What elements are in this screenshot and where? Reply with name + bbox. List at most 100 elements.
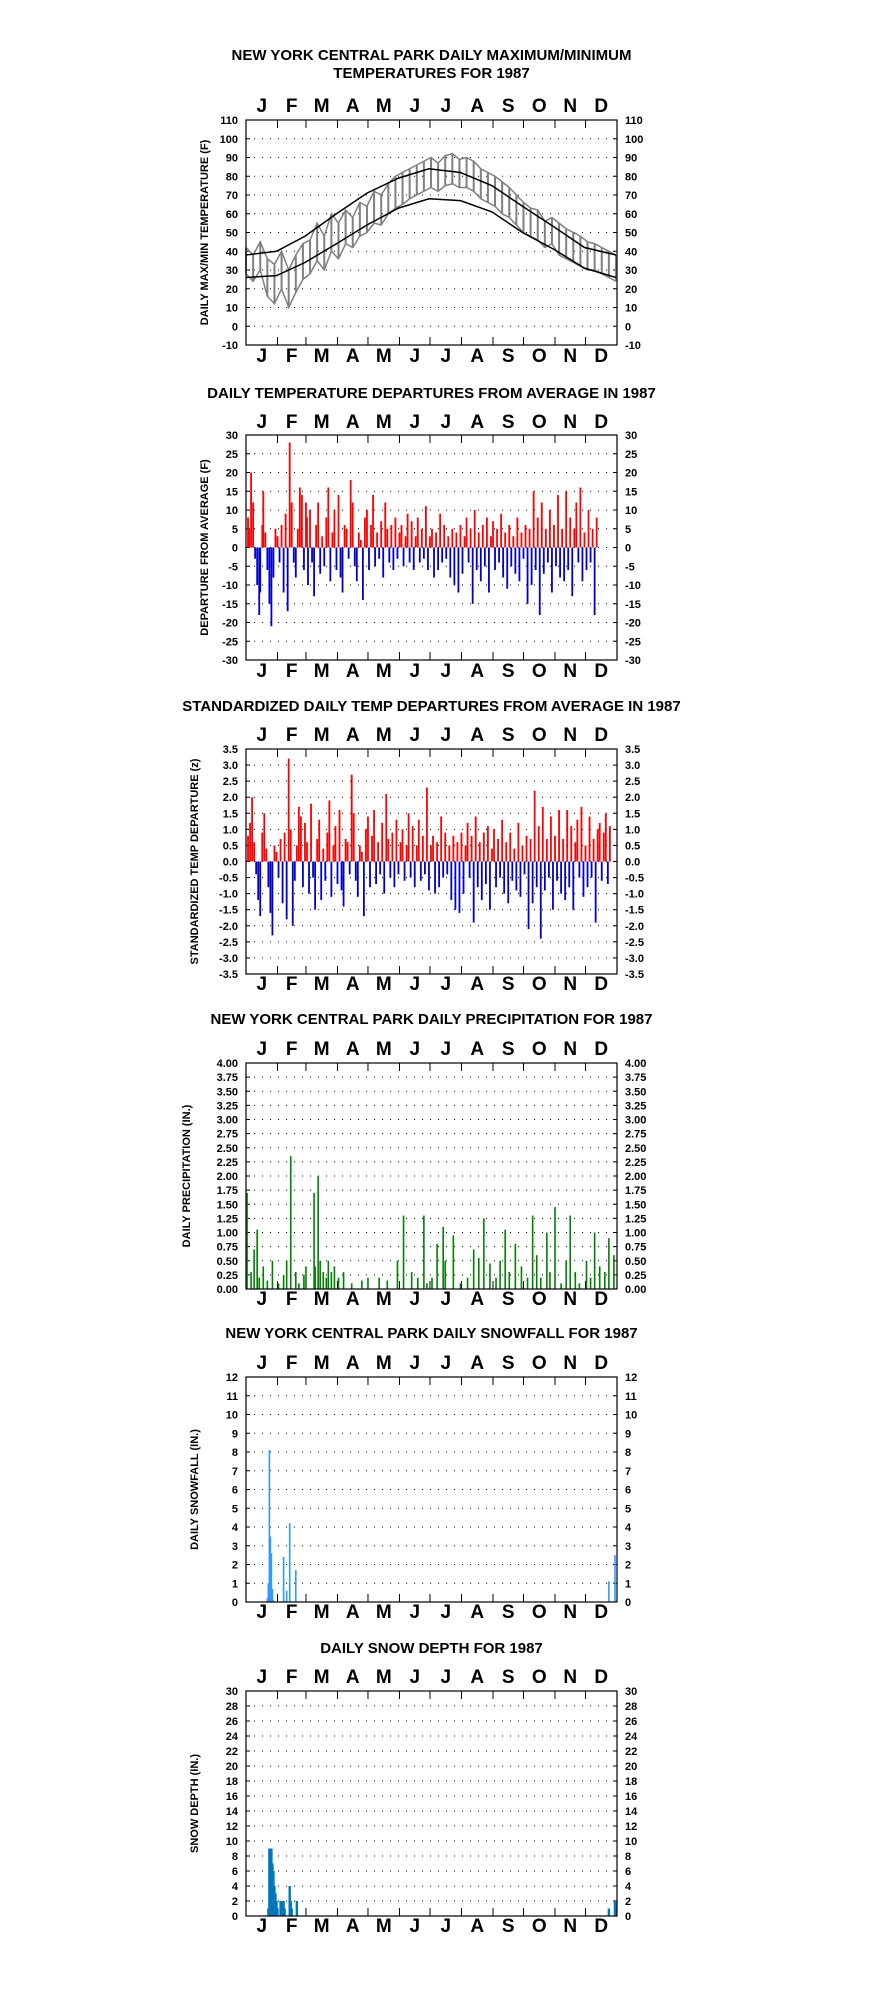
departure-bar — [265, 848, 268, 862]
y-tick-label-right: 10 — [625, 303, 637, 315]
month-label-bottom: O — [532, 346, 547, 367]
precip-bar — [289, 1156, 292, 1289]
month-label-top: A — [346, 1667, 360, 1688]
y-tick-label-right: -2.0 — [625, 921, 644, 933]
departure-bar — [257, 861, 260, 901]
y-tick-label: -3.0 — [219, 953, 238, 965]
departure-bar — [316, 839, 319, 862]
departure-bar — [528, 528, 531, 548]
departure-bar — [330, 861, 333, 897]
y-tick-label-right: 3.25 — [625, 1100, 646, 1112]
departure-bar — [442, 861, 445, 878]
series-line-min — [245, 182, 617, 310]
precip-bar — [256, 1229, 258, 1289]
departure-bar — [296, 528, 299, 548]
departure-bar — [468, 861, 471, 878]
departure-bar — [479, 547, 482, 582]
departure-bar — [465, 517, 468, 548]
departure-bar — [595, 517, 598, 548]
departure-bar — [494, 547, 496, 570]
departure-bar — [509, 832, 512, 862]
departure-bar — [421, 835, 424, 862]
chart-std: STANDARDIZED DAILY TEMP DEPARTURES FROM … — [182, 698, 680, 995]
y-tick-label-right: 1.5 — [625, 808, 640, 820]
departure-bar — [579, 487, 582, 548]
departure-bar — [306, 517, 308, 548]
y-tick-label-right: 0.5 — [625, 840, 640, 852]
departure-bar — [499, 861, 502, 878]
month-label-bottom: J — [256, 346, 267, 367]
chart-title: DAILY SNOW DEPTH FOR 1987 — [320, 1640, 543, 1657]
departure-bar — [376, 532, 379, 548]
departure-bar — [593, 547, 596, 615]
y-tick-label-right: 0 — [625, 1597, 631, 1609]
plot-frame — [245, 1690, 618, 1917]
y-tick-label: 0.25 — [217, 1270, 238, 1282]
departure-bar — [446, 861, 449, 875]
departure-bar — [456, 842, 459, 862]
month-label-bottom: F — [286, 1602, 298, 1623]
snowfall-bar — [288, 1523, 291, 1602]
month-label-bottom: J — [256, 1916, 267, 1937]
departure-bar — [387, 839, 390, 862]
y-tick-label-right: 9 — [625, 1428, 631, 1440]
y-tick-label: 2 — [232, 1896, 238, 1908]
y-tick-label: 60 — [226, 209, 238, 221]
precip-bar — [526, 1277, 529, 1289]
y-tick-label: 26 — [226, 1716, 238, 1728]
precip-bar — [520, 1266, 523, 1289]
month-label-top: N — [563, 96, 577, 117]
departure-bar — [318, 819, 321, 862]
precip-bar — [549, 1272, 551, 1289]
y-tick-label: 1.25 — [217, 1213, 238, 1225]
precip-bar — [396, 1260, 399, 1289]
departure-bar — [307, 547, 309, 585]
precip-bar — [361, 1280, 363, 1289]
y-tick-label: 9 — [232, 1428, 238, 1440]
departure-bar — [522, 547, 525, 559]
departure-bar — [439, 513, 442, 548]
month-label-bottom: J — [440, 1916, 451, 1937]
month-label-top: D — [594, 412, 608, 433]
departure-bar — [526, 547, 529, 604]
departure-bar — [356, 861, 359, 897]
y-tick-label: 5 — [232, 524, 238, 536]
departure-bar — [382, 547, 385, 578]
month-label-bottom: J — [440, 1602, 451, 1623]
departure-bar — [525, 835, 528, 862]
month-label-top: A — [470, 412, 484, 433]
departure-bar — [520, 532, 523, 548]
chart-subtitle: TEMPERATURES FOR 1987 — [333, 65, 529, 82]
departure-bar — [501, 819, 504, 862]
month-label-bottom: A — [346, 974, 360, 995]
y-tick-label: 30 — [226, 430, 238, 442]
departure-bar — [358, 845, 361, 862]
y-tick-label-right: 8 — [625, 1447, 631, 1459]
y-tick-label-right: 25 — [625, 449, 637, 461]
y-tick-label-right: -3.0 — [625, 953, 644, 965]
precip-bar — [436, 1243, 438, 1289]
departure-bar — [480, 861, 483, 901]
departure-bar — [470, 835, 473, 862]
y-tick-label: 15 — [226, 486, 238, 498]
y-tick-label: 6 — [232, 1485, 238, 1497]
y-tick-label: 80 — [226, 171, 238, 183]
departure-bar — [319, 547, 322, 574]
departure-bar — [475, 547, 478, 570]
chart-title: STANDARDIZED DAILY TEMP DEPARTURES FROM … — [182, 698, 680, 715]
departure-bar — [546, 547, 549, 563]
departure-bar — [519, 861, 522, 897]
y-tick-label: 30 — [226, 265, 238, 277]
precip-bar — [367, 1277, 369, 1289]
departure-bar — [283, 832, 286, 862]
y-tick-label: 2.50 — [217, 1143, 238, 1155]
y-tick-label: 2 — [232, 1560, 238, 1572]
departure-bar — [301, 495, 303, 548]
departure-bar — [534, 547, 537, 570]
plot-frame — [245, 1376, 618, 1603]
departure-bar — [263, 813, 266, 862]
month-label-bottom: D — [594, 346, 608, 367]
snowfall-bar — [282, 1557, 285, 1602]
departure-bar — [247, 835, 249, 862]
